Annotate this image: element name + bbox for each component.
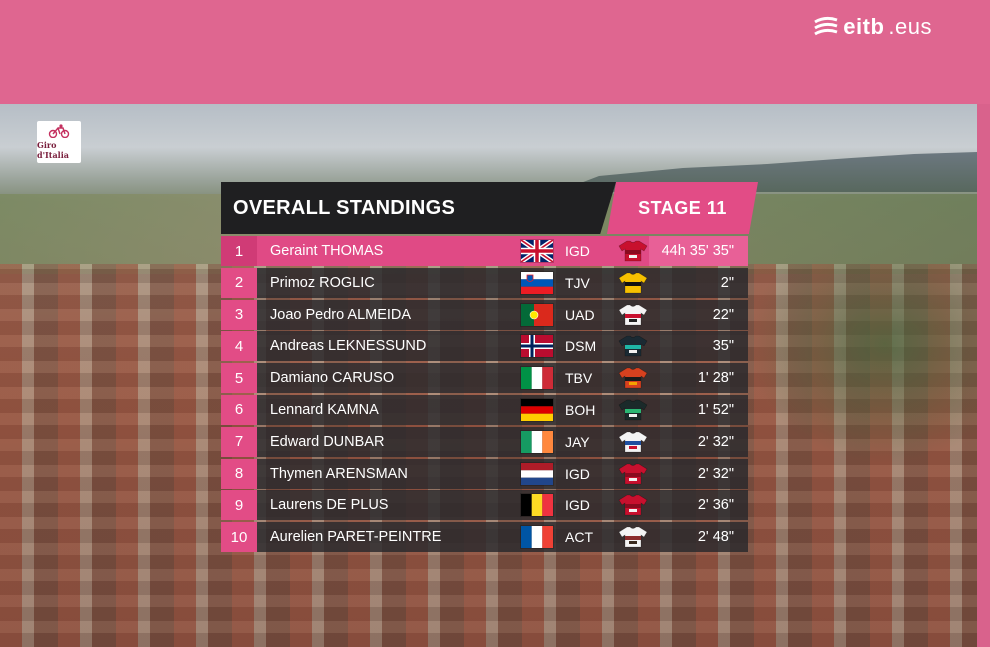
rider-name: Aurelien PARET-PEINTRE	[270, 529, 442, 546]
rank-number: 7	[221, 426, 257, 457]
rider-name: Edward DUNBAR	[270, 433, 385, 450]
time-gap: 2"	[720, 274, 734, 291]
flag-gb-icon	[521, 240, 553, 262]
rider-name: Joao Pedro ALMEIDA	[270, 306, 412, 323]
time-gap: 35"	[712, 338, 734, 355]
time-gap: 2' 32"	[697, 465, 734, 482]
flag-it-icon	[521, 367, 553, 390]
ineos-jersey-icon	[617, 494, 649, 516]
standings-header: OVERALL STANDINGS STAGE 11	[221, 182, 758, 234]
bora-jersey-icon	[617, 399, 649, 421]
time-gap: 2' 48"	[697, 529, 734, 546]
rank-number: 5	[221, 363, 257, 394]
team-code: DSM	[565, 338, 597, 355]
standings-row: 10 Aurelien PARET-PEINTRE ACT 2' 48"	[221, 522, 748, 553]
rank-number: 8	[221, 458, 257, 489]
jayco-jersey-icon	[617, 431, 649, 453]
giro-logo-text: Giro d'Italia	[37, 140, 69, 160]
flag-ie-icon	[521, 430, 553, 453]
dsm-jersey-icon	[617, 335, 649, 357]
rank-number: 2	[221, 267, 257, 298]
rider-name: Damiano CARUSO	[270, 370, 395, 387]
team-code: JAY	[565, 433, 590, 450]
team-code: ACT	[565, 529, 593, 546]
team-code: UAD	[565, 306, 595, 323]
flag-fr-icon	[521, 526, 553, 549]
time-gap: 22"	[712, 306, 734, 323]
broadcaster-logo-domain: .eus	[888, 14, 932, 39]
time-gap: 1' 52"	[697, 401, 734, 418]
standings-row: 9 Laurens DE PLUS IGD 2' 36"	[221, 490, 748, 521]
team-code: TJV	[565, 274, 590, 291]
rider-name: Lennard KAMNA	[270, 401, 379, 418]
team-code: BOH	[565, 401, 596, 418]
rider-name: Primoz ROGLIC	[270, 274, 375, 291]
giro-logo: Giro d'Italia	[37, 121, 81, 163]
team-code: IGD	[565, 497, 590, 514]
leader-total-time: 44h 35' 35"	[649, 236, 748, 266]
standings-row: 4 Andreas LEKNESSUND DSM 35"	[221, 331, 748, 362]
stage-label: STAGE 11	[607, 182, 758, 234]
time-gap: 2' 36"	[697, 497, 734, 514]
standings-row: 8 Thymen ARENSMAN IGD 2' 32"	[221, 458, 748, 489]
ineos-jersey-icon	[617, 463, 649, 485]
rider-name: Geraint THOMAS	[270, 243, 384, 259]
standings-title: OVERALL STANDINGS	[221, 182, 616, 234]
flag-si-icon	[521, 271, 553, 294]
standings-row: 7 Edward DUNBAR JAY 2' 32"	[221, 426, 748, 457]
background-trees	[747, 264, 977, 464]
rank-number: 9	[221, 490, 257, 521]
rank-number: 10	[221, 522, 257, 553]
flag-be-icon	[521, 494, 553, 517]
eitb-logo: eitb .eus	[813, 12, 932, 42]
flag-no-icon	[521, 335, 553, 358]
team-code: TBV	[565, 370, 593, 387]
rider-name: Laurens DE PLUS	[270, 497, 389, 514]
top-frame-bar: eitb .eus	[0, 0, 990, 104]
standings-row: 2 Primoz ROGLIC TJV 2"	[221, 267, 748, 298]
rank-number: 6	[221, 394, 257, 425]
ag2r-jersey-icon	[617, 526, 649, 548]
standings-list: 1 Geraint THOMAS IGD 44h 35' 35" 2 Primoz R…	[221, 236, 748, 554]
rider-name: Andreas LEKNESSUND	[270, 338, 427, 355]
broadcaster-logo-bold: eitb	[843, 14, 885, 39]
eitb-swoosh-icon	[814, 16, 838, 36]
rank-number: 3	[221, 299, 257, 330]
flag-nl-icon	[521, 462, 553, 485]
standings-row-leader: 1 Geraint THOMAS IGD 44h 35' 35"	[221, 236, 748, 266]
jumbo-jersey-icon	[617, 272, 649, 294]
overall-standings-panel: OVERALL STANDINGS STAGE 11 1 Geraint THOM…	[221, 182, 758, 553]
standings-row: 6 Lennard KAMNA BOH 1' 52"	[221, 394, 748, 425]
time-gap: 1' 28"	[697, 370, 734, 387]
cyclist-icon	[48, 124, 70, 138]
flag-pt-icon	[521, 303, 553, 326]
flag-de-icon	[521, 398, 553, 421]
time-gap: 2' 32"	[697, 433, 734, 450]
standings-row: 5 Damiano CARUSO TBV 1' 28"	[221, 363, 748, 394]
ineos-jersey-icon	[617, 240, 649, 262]
standings-row: 3 Joao Pedro ALMEIDA UAD 22"	[221, 299, 748, 330]
team-code: IGD	[565, 465, 590, 482]
bahrain-jersey-icon	[617, 367, 649, 389]
team-code: IGD	[565, 243, 590, 259]
rank-number: 4	[221, 331, 257, 362]
rank-number: 1	[221, 236, 257, 266]
uae-jersey-icon	[617, 304, 649, 326]
rider-name: Thymen ARENSMAN	[270, 465, 408, 482]
